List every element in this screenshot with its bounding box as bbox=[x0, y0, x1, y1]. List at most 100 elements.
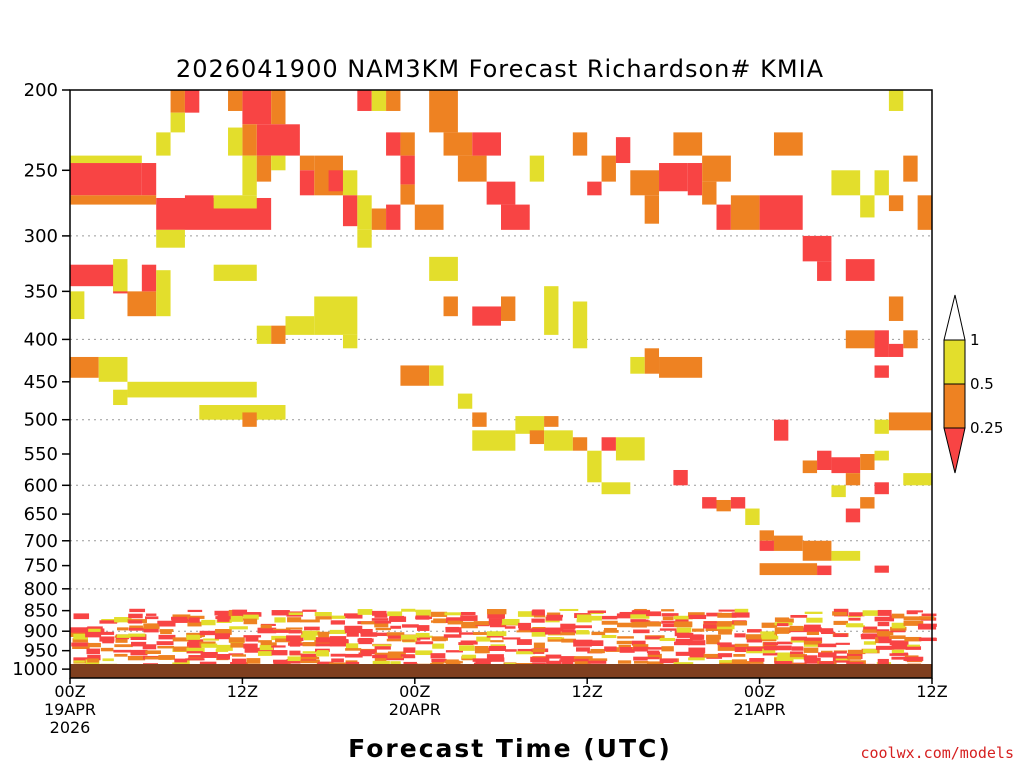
heatmap-cell bbox=[802, 540, 832, 561]
low-level-cell bbox=[186, 634, 201, 640]
low-level-cell bbox=[734, 643, 749, 647]
heatmap-cell bbox=[371, 208, 387, 230]
low-level-cell bbox=[374, 656, 387, 663]
low-level-cell bbox=[576, 647, 590, 652]
chart-title: 2026041900 NAM3KM Forecast Richardson# K… bbox=[176, 55, 824, 83]
low-level-cell bbox=[357, 638, 374, 643]
low-level-cell bbox=[907, 644, 920, 647]
low-level-cell bbox=[674, 641, 690, 646]
low-level-cell bbox=[716, 624, 735, 630]
low-level-cell bbox=[303, 636, 319, 641]
low-level-cell bbox=[402, 639, 415, 642]
low-level-cell bbox=[489, 624, 507, 628]
low-level-cell bbox=[546, 660, 562, 665]
low-level-cell bbox=[619, 611, 634, 616]
heatmap-cell bbox=[860, 195, 875, 218]
low-level-cell bbox=[861, 634, 880, 640]
low-level-cell bbox=[142, 644, 157, 650]
low-level-cell bbox=[502, 618, 520, 625]
low-level-cell bbox=[116, 634, 131, 638]
x-tick-year: 2026 bbox=[50, 718, 91, 737]
low-level-cell bbox=[203, 638, 219, 641]
low-level-cell bbox=[717, 653, 733, 658]
low-level-cell bbox=[791, 636, 808, 641]
low-level-cell bbox=[835, 660, 851, 663]
heatmap-cell bbox=[730, 497, 746, 509]
heatmap-cell bbox=[141, 264, 157, 292]
y-tick-label: 900 bbox=[24, 621, 58, 642]
heatmap-cell bbox=[601, 437, 616, 451]
low-level-cell bbox=[330, 653, 346, 657]
x-tick-label: 00Z bbox=[54, 682, 85, 701]
heatmap-cell bbox=[888, 296, 904, 321]
low-level-cell bbox=[777, 618, 794, 623]
low-level-cell bbox=[747, 629, 762, 633]
low-level-cell bbox=[201, 643, 218, 648]
low-level-cell bbox=[746, 648, 763, 654]
heatmap-cell bbox=[615, 437, 645, 461]
low-level-cell bbox=[73, 633, 88, 640]
heatmap-cell bbox=[802, 460, 818, 474]
low-level-cell bbox=[905, 646, 922, 650]
low-level-cell bbox=[260, 624, 272, 629]
low-level-cell bbox=[417, 635, 433, 638]
low-level-cell bbox=[490, 657, 505, 662]
heatmap-cell bbox=[414, 204, 444, 230]
low-level-cell bbox=[415, 641, 434, 645]
heatmap-cell bbox=[299, 155, 315, 171]
low-level-cell bbox=[87, 642, 101, 648]
y-tick-label: 750 bbox=[24, 556, 58, 577]
low-level-cell bbox=[803, 640, 822, 646]
low-level-cell bbox=[833, 620, 848, 625]
low-level-cell bbox=[128, 627, 147, 631]
low-level-cell bbox=[171, 619, 191, 623]
low-level-cell bbox=[188, 639, 204, 645]
low-level-cell bbox=[891, 622, 906, 629]
y-tick-label: 400 bbox=[24, 329, 58, 350]
heatmap-cell bbox=[342, 195, 358, 227]
low-level-cell bbox=[344, 653, 363, 658]
low-level-cell bbox=[460, 611, 476, 616]
low-level-cell bbox=[243, 618, 258, 625]
x-tick-label: 12Z bbox=[916, 682, 947, 701]
heatmap-cell bbox=[242, 90, 272, 125]
low-level-cell bbox=[159, 629, 174, 632]
heatmap-cell bbox=[860, 453, 875, 470]
low-level-cell bbox=[531, 610, 545, 616]
low-level-cell bbox=[847, 655, 862, 660]
heatmap-cell bbox=[587, 450, 602, 483]
low-level-cell bbox=[315, 641, 333, 647]
low-level-cell bbox=[174, 658, 188, 663]
low-level-cell bbox=[228, 637, 245, 643]
heatmap-cell bbox=[544, 430, 573, 451]
low-level-cell bbox=[113, 649, 132, 653]
heatmap-cell bbox=[759, 530, 774, 541]
low-level-cell bbox=[488, 618, 505, 625]
heatmap-cell bbox=[888, 343, 904, 357]
low-level-cell bbox=[878, 637, 892, 644]
low-level-cell bbox=[731, 659, 747, 665]
heatmap-cell bbox=[759, 540, 774, 551]
low-level-cell bbox=[360, 628, 373, 634]
low-level-cell bbox=[172, 637, 190, 642]
heatmap-cell bbox=[874, 565, 889, 573]
low-level-cell bbox=[419, 637, 430, 640]
low-level-cell bbox=[646, 661, 664, 665]
low-level-cell bbox=[71, 642, 89, 647]
heatmap-cell bbox=[127, 291, 157, 317]
low-level-cell bbox=[633, 629, 650, 634]
low-level-cell bbox=[230, 642, 244, 648]
y-tick-label: 600 bbox=[24, 475, 58, 496]
low-level-cell bbox=[260, 642, 277, 647]
low-level-cell bbox=[777, 652, 792, 658]
low-level-cell bbox=[102, 621, 116, 624]
low-level-cell bbox=[547, 612, 561, 616]
y-tick-label: 250 bbox=[24, 160, 58, 181]
low-level-cell bbox=[473, 621, 493, 626]
x-tick-date: 19APR bbox=[44, 700, 96, 719]
heatmap-cell bbox=[457, 155, 487, 182]
heatmap-cell bbox=[615, 137, 631, 164]
low-level-cell bbox=[304, 626, 320, 631]
low-level-cell bbox=[188, 655, 204, 659]
low-level-cell bbox=[231, 658, 247, 663]
